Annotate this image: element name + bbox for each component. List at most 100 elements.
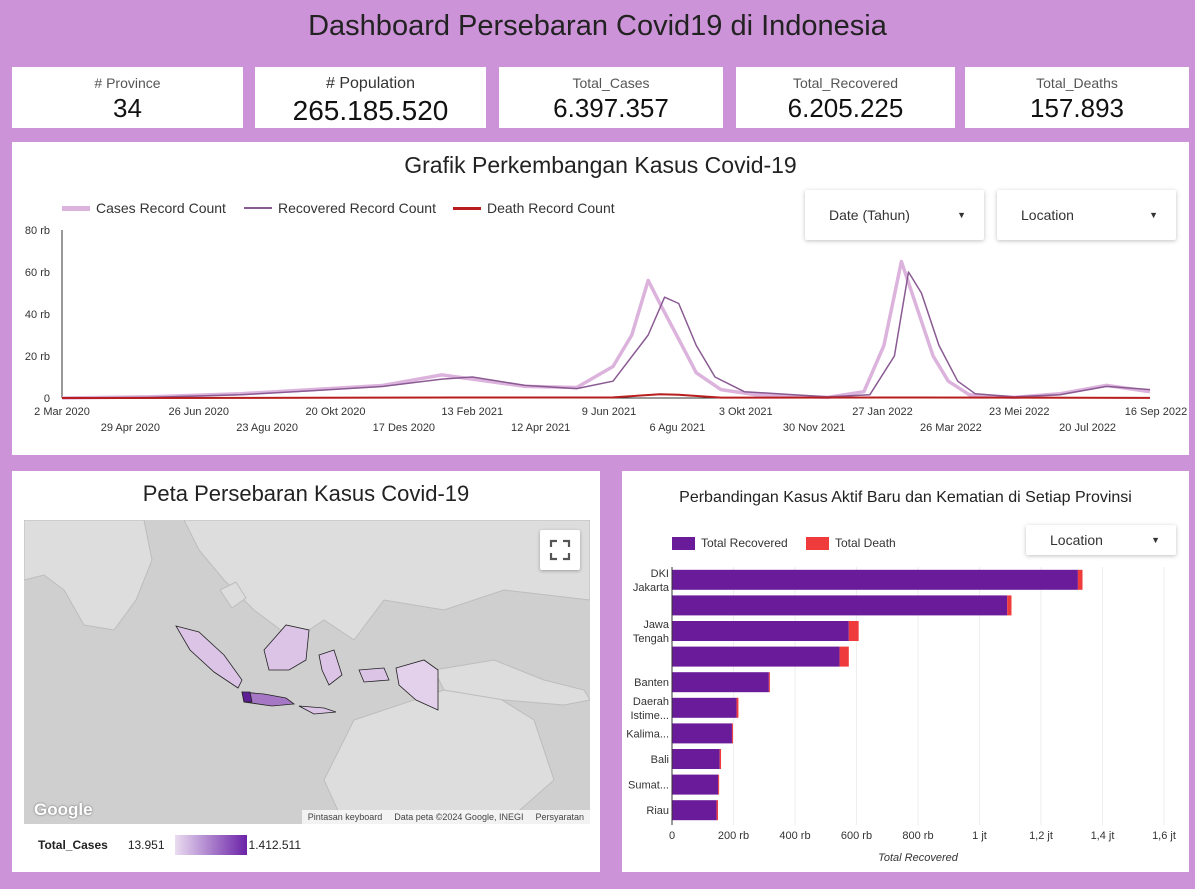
map-canvas[interactable]: Google Pintasan keyboard Data peta ©2024… xyxy=(24,520,590,824)
x-tick-label: 9 Jun 2021 xyxy=(582,406,636,418)
category-label: Bali xyxy=(651,754,669,766)
category-label: Riau xyxy=(646,805,669,817)
bar-death xyxy=(731,723,733,744)
kpi-total-cases: Total_Cases 6.397.357 xyxy=(499,67,723,128)
x-tick-label: 26 Mar 2022 xyxy=(920,422,982,434)
legend-label: Cases Record Count xyxy=(96,200,226,216)
x-tick-label: 0 xyxy=(669,830,675,842)
category-label: DKI xyxy=(651,568,669,580)
color-scale: Total_Cases 13.951 1.412.511 xyxy=(38,835,301,855)
province-dki-jakarta xyxy=(241,691,253,703)
bar-death xyxy=(718,774,720,795)
bar-death xyxy=(719,749,722,769)
x-tick-label: 23 Mei 2022 xyxy=(989,406,1050,418)
legend-swatch xyxy=(62,205,90,211)
kpi-value: 6.205.225 xyxy=(787,93,904,123)
map-attribution: Pintasan keyboard Data peta ©2024 Google… xyxy=(301,810,590,824)
map-panel: Peta Persebaran Kasus Covid-19 Google Pi… xyxy=(12,471,600,872)
bar-death xyxy=(1077,569,1083,590)
x-tick-label: 800 rb xyxy=(902,830,933,842)
legend-swatch xyxy=(806,536,829,550)
x-tick-label: 1,6 jt xyxy=(1152,830,1176,842)
dropdown-label: Location xyxy=(1050,532,1103,548)
category-label: Istime... xyxy=(630,710,669,722)
land-sri-lanka xyxy=(219,581,247,609)
caret-down-icon: ▼ xyxy=(1151,535,1160,545)
legend-label: Total Recovered xyxy=(701,536,788,550)
legend-recovered[interactable]: Recovered Record Count xyxy=(244,200,436,216)
y-tick-label: 80 rb xyxy=(25,225,50,237)
bar-panel: Perbandingan Kasus Aktif Baru dan Kemati… xyxy=(622,471,1189,872)
kpi-total-deaths: Total_Deaths 157.893 xyxy=(965,67,1189,128)
bar-death xyxy=(839,646,849,667)
dropdown-label: Date (Tahun) xyxy=(829,207,910,223)
y-tick-label: 60 rb xyxy=(25,267,50,279)
x-tick-label: 30 Nov 2021 xyxy=(783,422,845,434)
caret-down-icon: ▼ xyxy=(1149,210,1158,220)
legend-total-recovered[interactable]: Total Recovered xyxy=(672,536,788,550)
scale-label: Total_Cases xyxy=(38,838,108,852)
scale-min: 13.951 xyxy=(127,838,165,852)
google-logo: Google xyxy=(34,800,93,819)
category-label: Banten xyxy=(634,677,669,689)
kpi-province: # Province 34 xyxy=(12,67,243,128)
series-line xyxy=(61,259,1151,400)
category-label: Kalima... xyxy=(626,728,669,740)
x-tick-label: 26 Jun 2020 xyxy=(168,406,229,418)
bar-death xyxy=(768,672,770,693)
kpi-label: # Population xyxy=(326,75,415,92)
x-tick-label: 2 Mar 2020 xyxy=(34,406,90,418)
x-tick-label: 20 Okt 2020 xyxy=(306,406,366,418)
trend-title: Grafik Perkembangan Kasus Covid-19 xyxy=(404,152,797,178)
kpi-value: 34 xyxy=(113,93,142,123)
x-tick-label: 400 rb xyxy=(779,830,810,842)
bar-recovered xyxy=(672,672,769,693)
x-tick-label: 13 Feb 2021 xyxy=(441,406,503,418)
fullscreen-button[interactable] xyxy=(540,530,580,570)
land-papua-new-guinea xyxy=(433,659,590,706)
category-label: Jakarta xyxy=(633,582,670,594)
bar-title: Perbandingan Kasus Aktif Baru dan Kemati… xyxy=(679,489,1132,506)
terms-link[interactable]: Persyaratan xyxy=(535,812,584,822)
date-filter-dropdown[interactable]: Date (Tahun) ▼ xyxy=(805,190,984,240)
legend-cases[interactable]: Cases Record Count xyxy=(62,200,226,216)
scale-max: 1.412.511 xyxy=(248,838,302,852)
category-label: Sumat... xyxy=(628,780,669,792)
kpi-label: # Province xyxy=(94,75,161,91)
x-tick-label: 1,4 jt xyxy=(1091,830,1115,842)
x-tick-label: 29 Apr 2020 xyxy=(101,422,160,434)
bar-recovered xyxy=(672,749,720,769)
kpi-label: Total_Recovered xyxy=(792,75,899,91)
series-line xyxy=(61,271,1151,399)
legend-total-death[interactable]: Total Death xyxy=(806,536,896,550)
x-axis-title: Total Recovered xyxy=(878,852,959,864)
location-filter-dropdown[interactable]: Location ▼ xyxy=(997,190,1176,240)
legend-label: Total Death xyxy=(835,536,896,550)
bar-location-dropdown[interactable]: Location ▼ xyxy=(1026,525,1176,555)
x-tick-label: 20 Jul 2022 xyxy=(1059,422,1116,434)
x-tick-label: 200 rb xyxy=(718,830,749,842)
map-data-credit: Data peta ©2024 Google, INEGI xyxy=(394,812,524,822)
bar-recovered xyxy=(672,723,732,744)
dropdown-label: Location xyxy=(1021,207,1074,223)
kpi-value: 265.185.520 xyxy=(292,95,449,126)
scale-gradient xyxy=(174,835,247,855)
x-tick-label: 600 rb xyxy=(841,830,872,842)
province-sulawesi xyxy=(318,649,343,686)
bar-recovered xyxy=(672,595,1008,616)
x-tick-label: 12 Apr 2021 xyxy=(511,422,570,434)
bar-recovered xyxy=(672,800,717,821)
x-tick-label: 16 Sep 2022 xyxy=(1125,406,1187,418)
keyboard-shortcuts-link[interactable]: Pintasan keyboard xyxy=(307,812,383,822)
x-tick-label: 27 Jan 2022 xyxy=(852,406,913,418)
y-tick-label: 40 rb xyxy=(25,309,50,321)
fullscreen-icon xyxy=(549,539,571,561)
bar-death xyxy=(1007,595,1012,616)
legend-deaths[interactable]: Death Record Count xyxy=(453,200,615,216)
kpi-total-recovered: Total_Recovered 6.205.225 xyxy=(736,67,955,128)
trend-line-chart: 0 20 rb 40 rb 60 rb 80 rb 2 Mar 2020 26 Jun 20… xyxy=(25,225,1187,434)
province-nusa-tenggara xyxy=(298,705,337,715)
page-title: Dashboard Persebaran Covid19 di Indonesi… xyxy=(308,10,887,42)
y-tick-label: 20 rb xyxy=(25,351,50,363)
x-tick-label: 1 jt xyxy=(972,830,987,842)
